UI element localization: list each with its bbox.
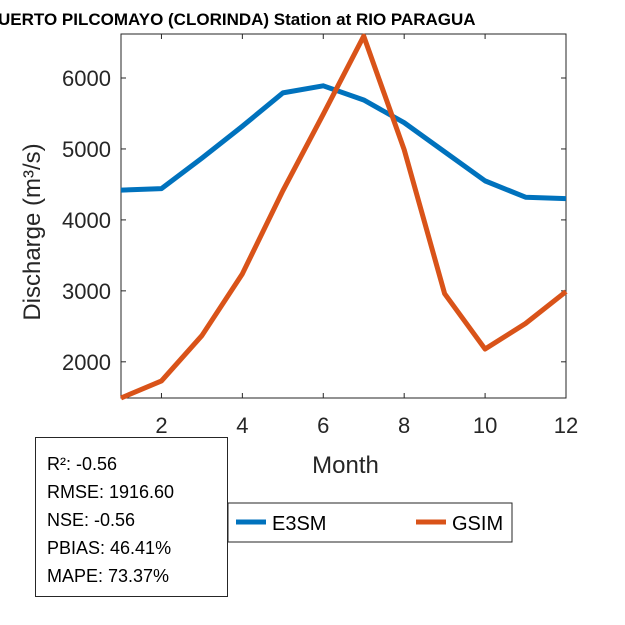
stat-pbias: PBIAS: 46.41% <box>47 538 172 558</box>
y-tick-label: 6000 <box>62 66 111 91</box>
y-tick-label: 2000 <box>62 350 111 375</box>
stat-r2: R²: -0.56 <box>47 454 118 474</box>
y-axis-label: Discharge (m³/s) <box>19 143 46 320</box>
x-tick-label: 8 <box>398 413 410 438</box>
series-line-e3sm <box>120 83 567 202</box>
stats-box: R²: -0.56 RMSE: 1916.60 NSE: -0.56 PBIAS… <box>35 437 228 597</box>
series-line-gsim <box>120 33 568 401</box>
x-axis-label: Month <box>312 452 379 479</box>
x-tick-label: 4 <box>236 413 248 438</box>
stat-nse: NSE: -0.56 <box>47 510 136 530</box>
x-tick-label: 10 <box>473 413 497 438</box>
legend <box>227 502 513 543</box>
y-tick-label: 4000 <box>62 208 111 233</box>
stat-mape: MAPE: 73.37% <box>47 566 170 586</box>
x-tick-label: 6 <box>317 413 329 438</box>
x-tick-label: 2 <box>155 413 167 438</box>
x-tick-label: 12 <box>554 413 578 438</box>
legend-label-e3sm: E3SM <box>272 513 326 535</box>
stat-rmse: RMSE: 1916.60 <box>47 482 175 502</box>
y-tick-label: 3000 <box>62 279 111 304</box>
legend-label-gsim: GSIM <box>452 513 503 535</box>
chart-title: UERTO PILCOMAYO (CLORINDA) Station at RI… <box>0 10 476 29</box>
y-tick-label: 5000 <box>62 137 111 162</box>
plot-area <box>120 33 567 399</box>
